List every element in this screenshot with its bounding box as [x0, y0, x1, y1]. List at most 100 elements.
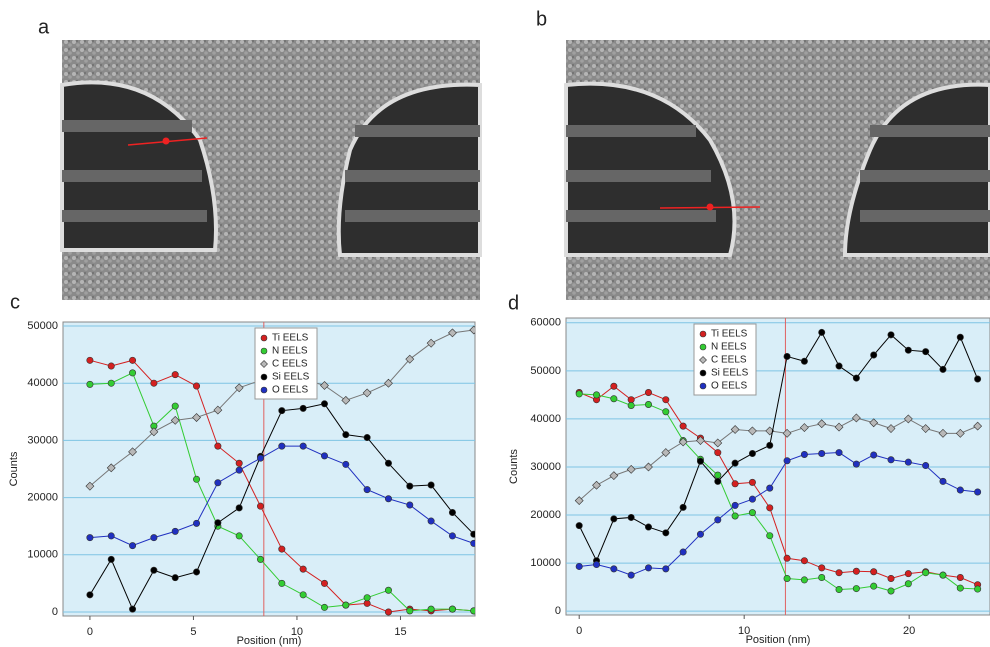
- y-tick-label: 50000: [27, 320, 58, 332]
- point: [214, 442, 222, 450]
- point: [904, 458, 912, 466]
- point: [955, 428, 965, 438]
- point: [362, 388, 372, 398]
- point: [610, 382, 618, 390]
- point: [835, 569, 843, 577]
- point: [627, 401, 635, 409]
- point: [150, 534, 158, 542]
- panel-label: d: [508, 292, 519, 314]
- point: [644, 564, 652, 572]
- legend-marker: [699, 330, 707, 338]
- point: [406, 501, 414, 509]
- point: [150, 379, 158, 387]
- point: [593, 561, 601, 569]
- point: [86, 356, 94, 364]
- point: [766, 484, 774, 492]
- point: [363, 486, 371, 494]
- point: [662, 396, 670, 404]
- point: [609, 471, 619, 481]
- point: [852, 567, 860, 575]
- legend-label: Ti EELS: [711, 329, 748, 340]
- point: [278, 442, 286, 450]
- point: [342, 601, 350, 609]
- panel-label: a: [38, 16, 50, 38]
- point: [610, 395, 618, 403]
- point: [593, 391, 601, 399]
- point: [731, 512, 739, 520]
- y-tick-label: 20000: [27, 492, 58, 504]
- point: [783, 574, 791, 582]
- point: [748, 450, 756, 458]
- point: [887, 456, 895, 464]
- point: [922, 462, 930, 470]
- point: [835, 449, 843, 457]
- y-axis-label: Counts: [508, 449, 520, 484]
- point: [870, 582, 878, 590]
- y-tick-label: 30000: [27, 434, 58, 446]
- point: [575, 390, 583, 398]
- point: [800, 557, 808, 565]
- point: [662, 565, 670, 573]
- y-tick-label: 10000: [530, 557, 561, 569]
- point: [257, 454, 265, 462]
- point: [782, 428, 792, 438]
- point: [574, 496, 584, 506]
- point: [661, 448, 671, 457]
- point: [870, 568, 878, 576]
- point: [278, 579, 286, 587]
- point: [470, 539, 475, 547]
- point: [974, 488, 982, 496]
- point: [107, 379, 115, 387]
- point: [129, 356, 137, 364]
- y-tick-label: 40000: [27, 377, 58, 389]
- point: [406, 607, 414, 615]
- legend-label: C EELS: [272, 359, 308, 370]
- point: [427, 605, 435, 613]
- point: [887, 587, 895, 595]
- point: [956, 486, 964, 494]
- x-tick-label: 20: [903, 625, 915, 637]
- x-tick-label: 10: [738, 625, 750, 637]
- point: [974, 375, 982, 383]
- point: [922, 569, 930, 577]
- point: [106, 463, 116, 473]
- point: [85, 481, 95, 491]
- point: [86, 380, 94, 388]
- point: [887, 574, 895, 582]
- point: [575, 522, 583, 530]
- point: [470, 530, 475, 538]
- point: [679, 503, 687, 511]
- point: [748, 495, 756, 503]
- point: [939, 477, 947, 485]
- point: [235, 504, 243, 512]
- point: [835, 362, 843, 370]
- point: [213, 405, 223, 415]
- point: [886, 424, 896, 433]
- point: [696, 436, 705, 445]
- point: [575, 562, 583, 570]
- point: [644, 523, 652, 531]
- point: [644, 401, 652, 409]
- point: [835, 586, 843, 594]
- point: [956, 574, 964, 582]
- point: [128, 447, 137, 457]
- point: [904, 580, 912, 588]
- point: [799, 423, 809, 432]
- point: [956, 584, 964, 592]
- point: [800, 357, 808, 365]
- point: [448, 508, 456, 516]
- point: [257, 502, 265, 510]
- point: [627, 396, 635, 404]
- point: [299, 565, 307, 573]
- point: [783, 554, 791, 562]
- point: [696, 457, 704, 465]
- x-tick-label: 0: [87, 626, 93, 638]
- point: [363, 594, 371, 602]
- point: [342, 460, 350, 468]
- point: [469, 325, 475, 335]
- point: [766, 504, 774, 512]
- point: [783, 352, 791, 360]
- point: [299, 591, 307, 599]
- point: [748, 478, 756, 486]
